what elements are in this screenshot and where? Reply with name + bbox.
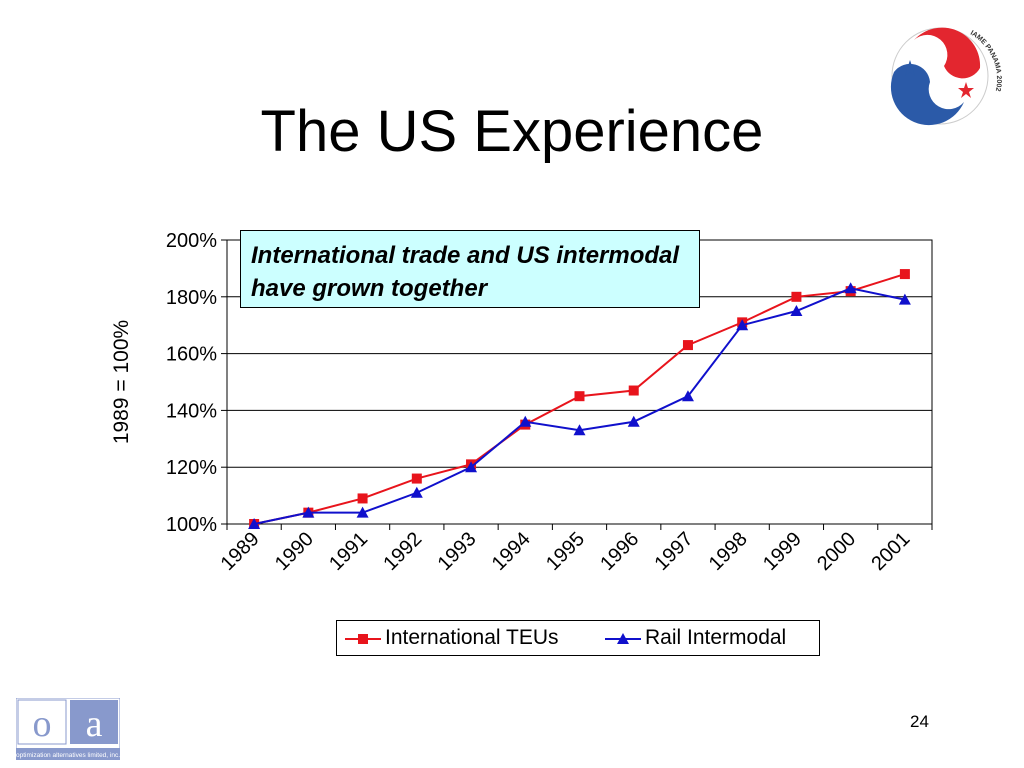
data-point-rail-intermodal — [248, 518, 261, 529]
legend-swatch-international-teus — [345, 634, 381, 644]
legend-label-rail-intermodal: Rail Intermodal — [645, 626, 787, 649]
y-tick-label: 160% — [166, 344, 217, 366]
data-point-rail-intermodal — [573, 424, 586, 436]
data-point-rail-intermodal — [519, 415, 532, 427]
data-point-international-teus — [574, 391, 585, 402]
chart-legend: International TEUs Rail Intermodal — [336, 620, 820, 656]
y-tick-label: 140% — [166, 400, 217, 422]
data-point-rail-intermodal — [410, 486, 423, 498]
x-tick-label: 1992 — [379, 528, 426, 575]
x-tick-label: 1997 — [650, 528, 697, 575]
conference-emblem: IAME PANAMA 2002 — [890, 27, 1002, 126]
data-point-rail-intermodal — [790, 305, 803, 316]
data-point-rail-intermodal — [844, 282, 857, 294]
y-tick-label: 120% — [166, 457, 217, 479]
page-number: 24 — [910, 712, 929, 731]
data-point-rail-intermodal — [736, 319, 749, 331]
data-point-international-teus — [791, 291, 802, 302]
data-point-international-teus — [357, 493, 368, 504]
data-point-rail-intermodal — [627, 415, 640, 427]
data-point-international-teus — [411, 473, 422, 484]
y-tick-label: 200% — [166, 230, 217, 252]
data-point-rail-intermodal — [356, 506, 369, 518]
legend-swatch-rail-intermodal — [605, 633, 641, 644]
x-tick-label: 1999 — [759, 528, 806, 575]
data-point-rail-intermodal — [681, 390, 694, 402]
svg-text:optimization alternatives limi: optimization alternatives limited, inc. — [16, 752, 120, 759]
chart-annotation: International trade and US intermodal ha… — [240, 230, 700, 308]
company-logo: o a optimization alternatives limited, i… — [16, 698, 120, 760]
y-tick-label: 180% — [166, 287, 217, 309]
series-line-rail-intermodal — [253, 287, 906, 525]
slide-title: The US Experience — [260, 99, 764, 164]
legend-label-international-teus: International TEUs — [385, 626, 559, 649]
data-point-international-teus — [628, 385, 639, 396]
data-point-rail-intermodal — [302, 506, 315, 518]
series-layer — [248, 269, 911, 529]
x-tick-label: 1989 — [217, 528, 264, 575]
x-tick-label: 1993 — [434, 528, 481, 575]
svg-text:o: o — [33, 703, 52, 745]
data-point-international-teus — [899, 269, 910, 280]
x-tick-label: 1996 — [596, 528, 643, 575]
data-point-rail-intermodal — [465, 461, 478, 473]
data-point-rail-intermodal — [898, 293, 911, 305]
x-tick-label: 1990 — [271, 528, 318, 575]
x-tick-label: 2000 — [813, 528, 860, 575]
x-tick-label: 2001 — [867, 528, 914, 575]
x-tick-label: 1991 — [325, 528, 372, 575]
data-point-international-teus — [682, 340, 693, 351]
svg-text:a: a — [86, 703, 103, 745]
x-tick-label: 1998 — [705, 528, 752, 575]
x-tick-label: 1995 — [542, 528, 589, 575]
x-tick-label: 1994 — [488, 528, 535, 575]
y-axis-label: 1989 = 100% — [110, 320, 133, 444]
y-tick-label: 100% — [166, 514, 217, 536]
